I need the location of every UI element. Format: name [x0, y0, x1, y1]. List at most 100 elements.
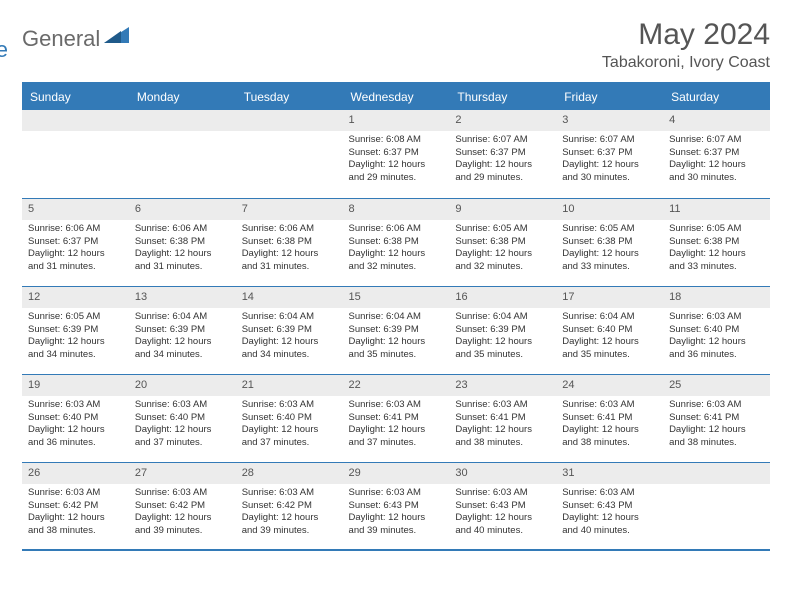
- daylight-text: Daylight: 12 hours and 33 minutes.: [562, 248, 657, 274]
- sunrise-text: Sunrise: 6:05 AM: [455, 223, 550, 236]
- day-number: 4: [663, 110, 770, 131]
- daylight-text: Daylight: 12 hours and 38 minutes.: [562, 424, 657, 450]
- calendar-day-cell: 12Sunrise: 6:05 AMSunset: 6:39 PMDayligh…: [22, 286, 129, 374]
- day-number: 2: [449, 110, 556, 131]
- logo-text-blue: Blue: [0, 37, 8, 63]
- calendar-day-cell: 16Sunrise: 6:04 AMSunset: 6:39 PMDayligh…: [449, 286, 556, 374]
- day-number: 5: [22, 198, 129, 220]
- daylight-text: Daylight: 12 hours and 36 minutes.: [28, 424, 123, 450]
- sunrise-text: Sunrise: 6:08 AM: [349, 134, 444, 147]
- day-content: Sunrise: 6:03 AMSunset: 6:41 PMDaylight:…: [663, 396, 770, 455]
- month-title: May 2024: [602, 18, 770, 52]
- sunrise-text: Sunrise: 6:07 AM: [562, 134, 657, 147]
- sunset-text: Sunset: 6:42 PM: [242, 500, 337, 513]
- sunrise-text: Sunrise: 6:04 AM: [242, 311, 337, 324]
- calendar-day-cell: 28Sunrise: 6:03 AMSunset: 6:42 PMDayligh…: [236, 462, 343, 550]
- sunset-text: Sunset: 6:38 PM: [135, 236, 230, 249]
- sunrise-text: Sunrise: 6:03 AM: [669, 311, 764, 324]
- day-content: Sunrise: 6:03 AMSunset: 6:43 PMDaylight:…: [343, 484, 450, 543]
- day-content: Sunrise: 6:03 AMSunset: 6:43 PMDaylight:…: [449, 484, 556, 543]
- sunset-text: Sunset: 6:37 PM: [669, 147, 764, 160]
- sunrise-text: Sunrise: 6:03 AM: [242, 399, 337, 412]
- day-header: Sunday: [22, 83, 129, 110]
- sunrise-text: Sunrise: 6:07 AM: [669, 134, 764, 147]
- sunset-text: Sunset: 6:40 PM: [28, 412, 123, 425]
- daylight-text: Daylight: 12 hours and 37 minutes.: [349, 424, 444, 450]
- daylight-text: Daylight: 12 hours and 40 minutes.: [562, 512, 657, 538]
- calendar-day-cell: 29Sunrise: 6:03 AMSunset: 6:43 PMDayligh…: [343, 462, 450, 550]
- daylight-text: Daylight: 12 hours and 29 minutes.: [349, 159, 444, 185]
- sunrise-text: Sunrise: 6:03 AM: [242, 487, 337, 500]
- day-number: 30: [449, 462, 556, 484]
- day-number: 23: [449, 374, 556, 396]
- day-number: 20: [129, 374, 236, 396]
- calendar-day-cell: [236, 110, 343, 198]
- daylight-text: Daylight: 12 hours and 35 minutes.: [455, 336, 550, 362]
- location-label: Tabakoroni, Ivory Coast: [602, 54, 770, 72]
- sunset-text: Sunset: 6:38 PM: [669, 236, 764, 249]
- sunset-text: Sunset: 6:40 PM: [669, 324, 764, 337]
- daylight-text: Daylight: 12 hours and 38 minutes.: [455, 424, 550, 450]
- calendar-day-cell: 22Sunrise: 6:03 AMSunset: 6:41 PMDayligh…: [343, 374, 450, 462]
- sunset-text: Sunset: 6:43 PM: [455, 500, 550, 513]
- daylight-text: Daylight: 12 hours and 35 minutes.: [562, 336, 657, 362]
- day-header: Thursday: [449, 83, 556, 110]
- day-content: Sunrise: 6:04 AMSunset: 6:39 PMDaylight:…: [236, 308, 343, 367]
- day-number: 9: [449, 198, 556, 220]
- calendar-day-cell: 6Sunrise: 6:06 AMSunset: 6:38 PMDaylight…: [129, 198, 236, 286]
- logo-triangle-icon: [104, 24, 130, 50]
- daylight-text: Daylight: 12 hours and 29 minutes.: [455, 159, 550, 185]
- sunrise-text: Sunrise: 6:04 AM: [135, 311, 230, 324]
- day-number: 11: [663, 198, 770, 220]
- sunset-text: Sunset: 6:42 PM: [28, 500, 123, 513]
- day-content: Sunrise: 6:03 AMSunset: 6:40 PMDaylight:…: [129, 396, 236, 455]
- calendar-week-row: 19Sunrise: 6:03 AMSunset: 6:40 PMDayligh…: [22, 374, 770, 462]
- sunrise-text: Sunrise: 6:03 AM: [562, 487, 657, 500]
- day-content: Sunrise: 6:05 AMSunset: 6:38 PMDaylight:…: [556, 220, 663, 279]
- calendar-day-cell: 8Sunrise: 6:06 AMSunset: 6:38 PMDaylight…: [343, 198, 450, 286]
- daylight-text: Daylight: 12 hours and 38 minutes.: [669, 424, 764, 450]
- sunrise-text: Sunrise: 6:03 AM: [562, 399, 657, 412]
- day-content: Sunrise: 6:06 AMSunset: 6:38 PMDaylight:…: [343, 220, 450, 279]
- calendar-day-cell: 9Sunrise: 6:05 AMSunset: 6:38 PMDaylight…: [449, 198, 556, 286]
- day-content: Sunrise: 6:05 AMSunset: 6:39 PMDaylight:…: [22, 308, 129, 367]
- calendar-day-cell: 21Sunrise: 6:03 AMSunset: 6:40 PMDayligh…: [236, 374, 343, 462]
- sunset-text: Sunset: 6:41 PM: [455, 412, 550, 425]
- calendar-day-cell: 24Sunrise: 6:03 AMSunset: 6:41 PMDayligh…: [556, 374, 663, 462]
- calendar-week-row: 26Sunrise: 6:03 AMSunset: 6:42 PMDayligh…: [22, 462, 770, 550]
- calendar-day-cell: 31Sunrise: 6:03 AMSunset: 6:43 PMDayligh…: [556, 462, 663, 550]
- daylight-text: Daylight: 12 hours and 37 minutes.: [242, 424, 337, 450]
- sunset-text: Sunset: 6:38 PM: [242, 236, 337, 249]
- day-number: 29: [343, 462, 450, 484]
- calendar-day-cell: 30Sunrise: 6:03 AMSunset: 6:43 PMDayligh…: [449, 462, 556, 550]
- sunrise-text: Sunrise: 6:03 AM: [669, 399, 764, 412]
- day-number: [663, 462, 770, 484]
- sunset-text: Sunset: 6:38 PM: [455, 236, 550, 249]
- day-number: 17: [556, 286, 663, 308]
- day-content: Sunrise: 6:08 AMSunset: 6:37 PMDaylight:…: [343, 131, 450, 190]
- sunrise-text: Sunrise: 6:06 AM: [242, 223, 337, 236]
- calendar-week-row: 5Sunrise: 6:06 AMSunset: 6:37 PMDaylight…: [22, 198, 770, 286]
- sunset-text: Sunset: 6:39 PM: [242, 324, 337, 337]
- day-content: Sunrise: 6:07 AMSunset: 6:37 PMDaylight:…: [663, 131, 770, 190]
- sunrise-text: Sunrise: 6:04 AM: [562, 311, 657, 324]
- day-number: 16: [449, 286, 556, 308]
- daylight-text: Daylight: 12 hours and 31 minutes.: [135, 248, 230, 274]
- day-content: Sunrise: 6:03 AMSunset: 6:40 PMDaylight:…: [236, 396, 343, 455]
- day-content: Sunrise: 6:07 AMSunset: 6:37 PMDaylight:…: [556, 131, 663, 190]
- calendar-day-cell: [663, 462, 770, 550]
- sunset-text: Sunset: 6:38 PM: [562, 236, 657, 249]
- day-number: 31: [556, 462, 663, 484]
- daylight-text: Daylight: 12 hours and 34 minutes.: [28, 336, 123, 362]
- sunrise-text: Sunrise: 6:05 AM: [562, 223, 657, 236]
- sunset-text: Sunset: 6:39 PM: [28, 324, 123, 337]
- daylight-text: Daylight: 12 hours and 31 minutes.: [28, 248, 123, 274]
- sunset-text: Sunset: 6:40 PM: [242, 412, 337, 425]
- day-header: Saturday: [663, 83, 770, 110]
- day-number: 25: [663, 374, 770, 396]
- sunrise-text: Sunrise: 6:03 AM: [455, 399, 550, 412]
- day-number: 12: [22, 286, 129, 308]
- calendar-day-cell: 20Sunrise: 6:03 AMSunset: 6:40 PMDayligh…: [129, 374, 236, 462]
- day-content: Sunrise: 6:03 AMSunset: 6:41 PMDaylight:…: [556, 396, 663, 455]
- logo: General Blue: [22, 26, 130, 52]
